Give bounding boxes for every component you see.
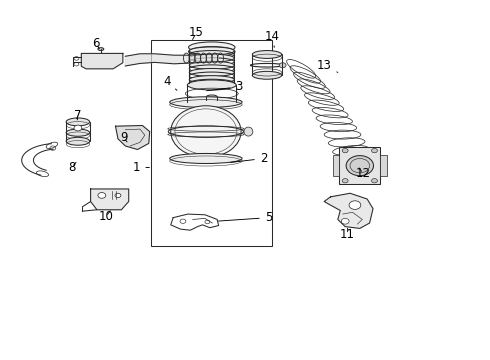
Circle shape: [346, 156, 373, 176]
Circle shape: [115, 193, 121, 198]
Text: 11: 11: [340, 228, 355, 241]
Ellipse shape: [170, 153, 242, 163]
Circle shape: [349, 201, 361, 210]
Ellipse shape: [170, 97, 242, 108]
Text: 8: 8: [68, 161, 76, 174]
Text: 9: 9: [120, 131, 127, 144]
Text: 5: 5: [219, 211, 272, 224]
Text: 10: 10: [98, 210, 113, 223]
Bar: [333, 155, 339, 176]
Ellipse shape: [189, 61, 234, 69]
Polygon shape: [116, 126, 150, 149]
Polygon shape: [81, 53, 123, 69]
Ellipse shape: [189, 42, 235, 53]
Text: 13: 13: [317, 59, 338, 72]
Ellipse shape: [187, 97, 236, 107]
Text: 12: 12: [356, 167, 371, 180]
Circle shape: [371, 179, 377, 183]
Ellipse shape: [244, 127, 253, 136]
Text: 14: 14: [265, 30, 279, 47]
Text: 4: 4: [163, 75, 177, 90]
Bar: [380, 155, 387, 176]
Text: 15: 15: [189, 27, 203, 40]
Text: 1: 1: [133, 161, 149, 174]
Ellipse shape: [98, 48, 104, 50]
Text: 2: 2: [231, 152, 268, 165]
Ellipse shape: [66, 137, 90, 145]
Text: 7: 7: [74, 109, 81, 122]
Circle shape: [342, 148, 348, 153]
Circle shape: [279, 63, 286, 68]
Ellipse shape: [189, 68, 234, 76]
Bar: [339, 147, 380, 184]
Ellipse shape: [189, 76, 234, 84]
Circle shape: [341, 219, 349, 224]
Ellipse shape: [187, 80, 236, 90]
Text: 3: 3: [207, 80, 243, 93]
Ellipse shape: [66, 129, 90, 136]
Ellipse shape: [340, 151, 379, 173]
Ellipse shape: [189, 47, 234, 55]
Text: 6: 6: [92, 37, 100, 50]
Circle shape: [98, 193, 106, 198]
Circle shape: [74, 125, 82, 131]
Circle shape: [371, 148, 377, 153]
Polygon shape: [324, 193, 373, 228]
Circle shape: [171, 106, 241, 157]
Ellipse shape: [252, 71, 282, 79]
Ellipse shape: [189, 54, 234, 62]
Ellipse shape: [66, 118, 90, 126]
Circle shape: [342, 179, 348, 183]
Bar: [151, 40, 272, 246]
Polygon shape: [125, 54, 218, 66]
Polygon shape: [91, 189, 129, 210]
Ellipse shape: [252, 50, 282, 58]
